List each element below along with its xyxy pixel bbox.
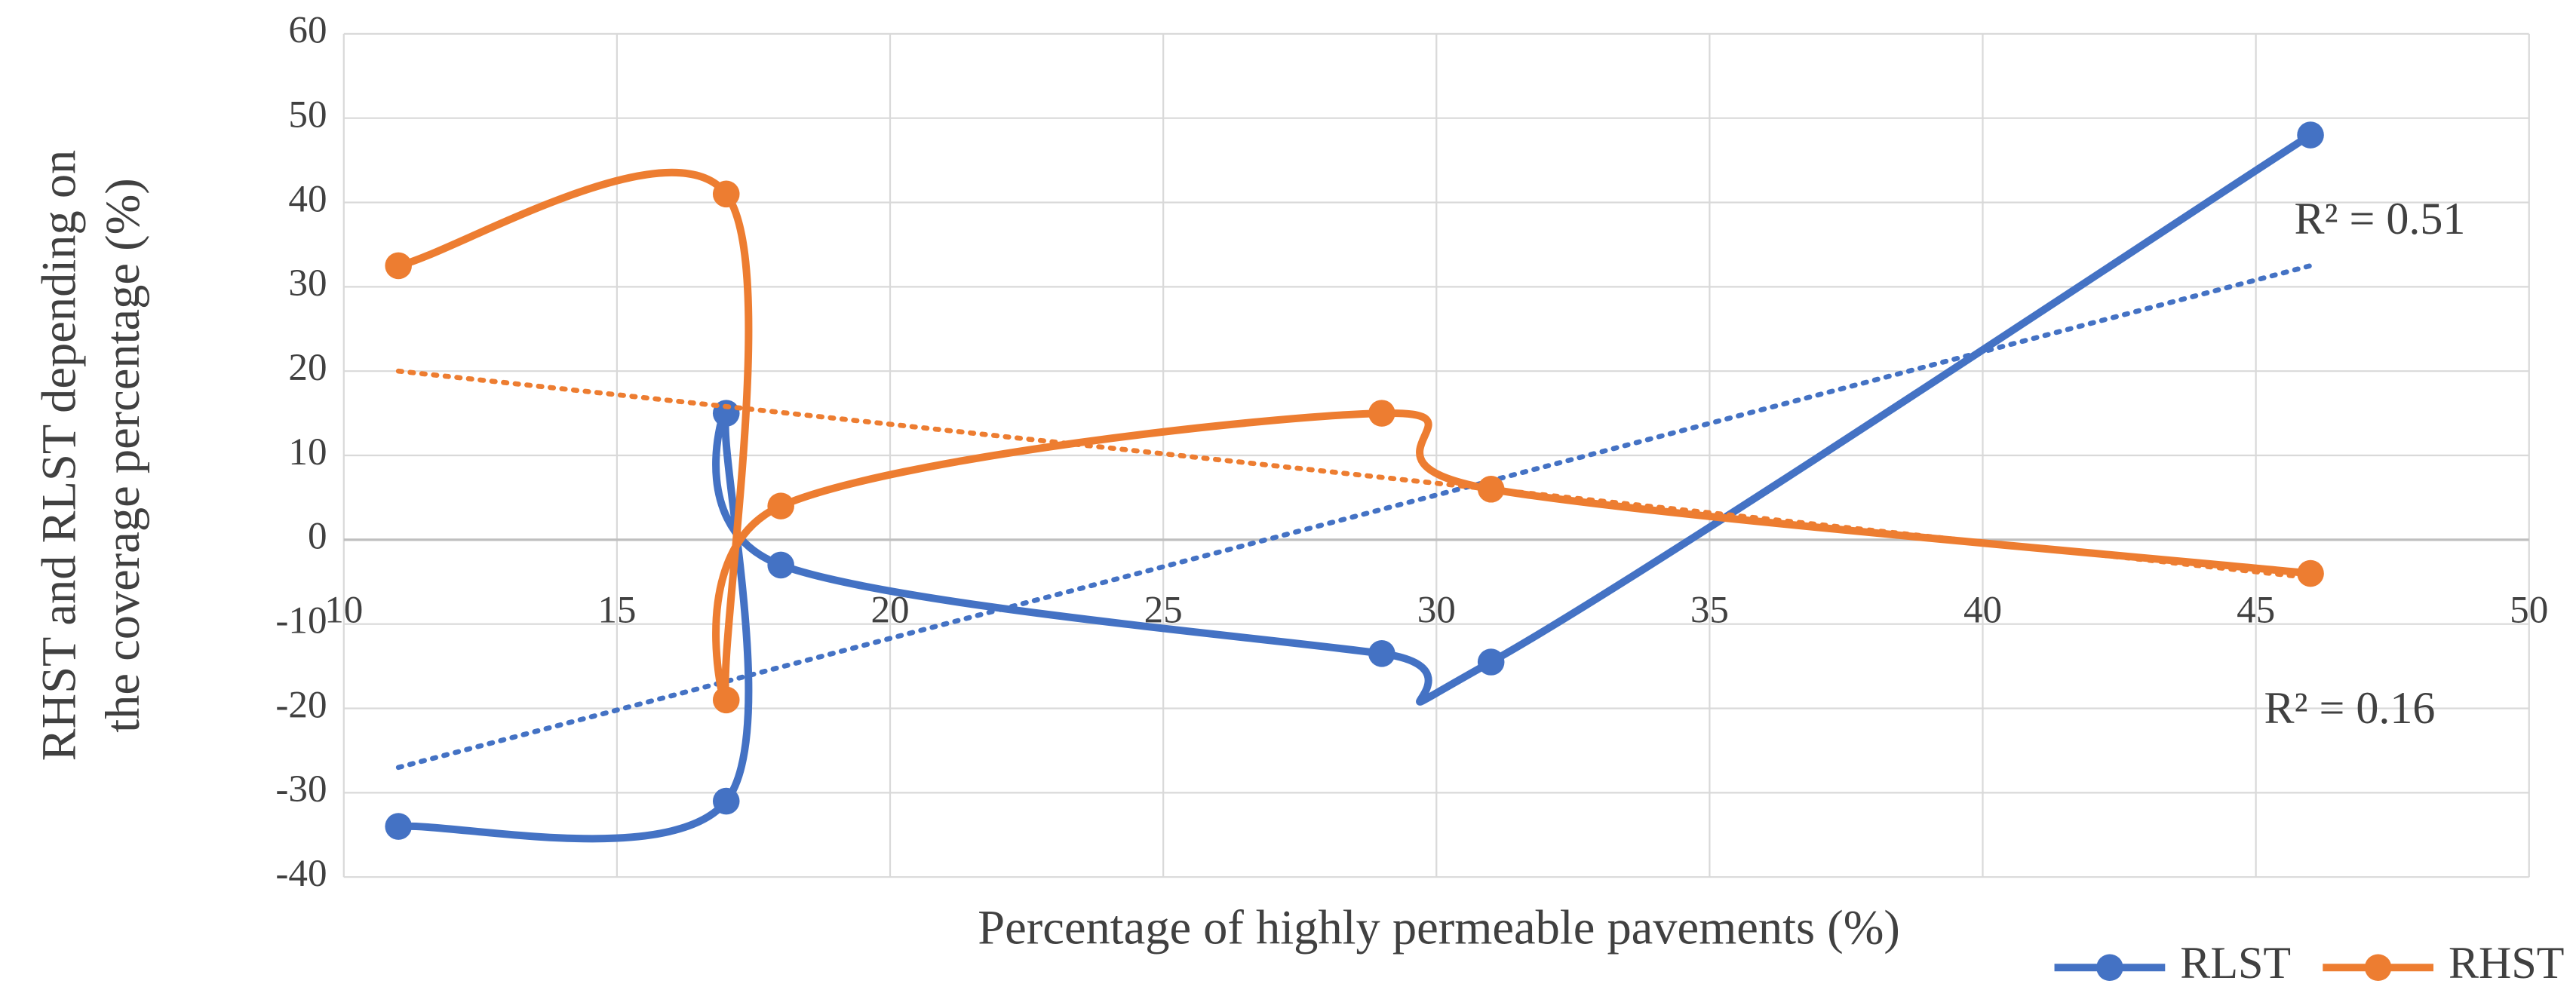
y-tick-label: 20 <box>288 346 327 389</box>
r-squared-label: R² = 0.51 <box>2294 194 2465 244</box>
legend-marker <box>2096 954 2123 982</box>
x-tick-label: 10 <box>324 588 363 631</box>
data-point <box>767 551 794 579</box>
trendline <box>395 368 2313 581</box>
y-tick-label: -20 <box>275 683 327 726</box>
x-tick-label: 50 <box>2510 588 2548 631</box>
y-tick-label: 0 <box>308 515 327 558</box>
x-axis-title: Percentage of highly permeable pavements… <box>978 900 1900 954</box>
x-tick-label: 45 <box>2237 588 2275 631</box>
r-squared-label: R² = 0.16 <box>2264 683 2435 733</box>
x-tick-label: 30 <box>1417 588 1456 631</box>
y-axis-title: the coverage percentage (%) <box>96 178 149 733</box>
data-point <box>1368 400 1395 427</box>
y-tick-label: 30 <box>288 262 327 305</box>
data-point <box>712 400 740 427</box>
x-tick-label: 35 <box>1690 588 1729 631</box>
y-axis-title: RHST and RLST depending on <box>32 150 85 762</box>
data-point <box>712 686 740 714</box>
legend-label: RLST <box>2180 938 2291 988</box>
y-tick-label: -10 <box>275 599 327 642</box>
data-point <box>2297 121 2324 149</box>
data-point <box>1477 648 1505 676</box>
data-point <box>712 180 740 208</box>
data-point <box>1477 475 1505 503</box>
series-line <box>398 131 2313 843</box>
y-tick-label: 40 <box>288 177 327 220</box>
data-point <box>1368 640 1395 667</box>
trendline <box>395 263 2313 771</box>
legend-label: RHST <box>2449 938 2564 988</box>
data-point <box>2297 559 2324 587</box>
data-point <box>385 252 412 280</box>
data-point <box>712 787 740 815</box>
y-tick-label: -30 <box>275 768 327 811</box>
data-point <box>767 492 794 519</box>
legend-marker <box>2364 954 2392 982</box>
y-tick-label: -40 <box>275 852 327 895</box>
x-tick-label: 40 <box>1963 588 2002 631</box>
series-line <box>398 168 2311 713</box>
data-point <box>385 813 412 840</box>
y-tick-label: 10 <box>288 431 327 474</box>
y-tick-label: 60 <box>288 9 327 52</box>
x-tick-label: 15 <box>597 588 636 631</box>
y-tick-label: 50 <box>288 93 327 136</box>
